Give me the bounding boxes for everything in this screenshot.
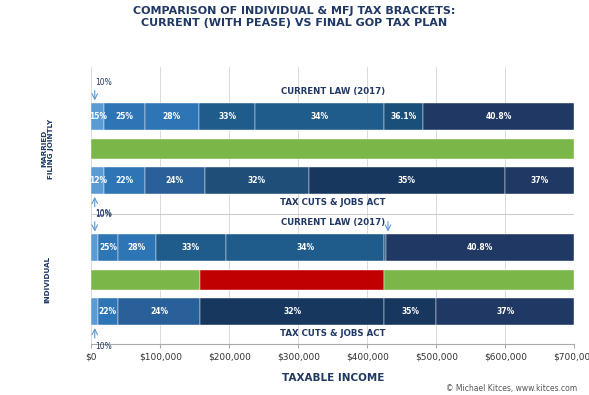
- Text: 33%: 33%: [182, 243, 200, 252]
- Text: 35%: 35%: [401, 307, 419, 316]
- Bar: [91, 167, 104, 194]
- Bar: [98, 235, 118, 261]
- Bar: [145, 167, 205, 194]
- Text: COMPARISON OF INDIVIDUAL & MFJ TAX BRACKETS:
CURRENT (WITH PEASE) VS FINAL GOP T: COMPARISON OF INDIVIDUAL & MFJ TAX BRACK…: [133, 6, 456, 28]
- Bar: [200, 298, 385, 325]
- Bar: [200, 270, 385, 290]
- Bar: [91, 235, 98, 261]
- Bar: [385, 270, 574, 290]
- Text: 36.1%: 36.1%: [391, 112, 416, 121]
- Text: 40.8%: 40.8%: [485, 112, 512, 121]
- Bar: [309, 167, 505, 194]
- Text: 25%: 25%: [115, 112, 134, 121]
- Text: 24%: 24%: [166, 176, 184, 185]
- Bar: [91, 270, 200, 290]
- Text: 10%: 10%: [95, 209, 111, 218]
- Text: 15%: 15%: [89, 112, 107, 121]
- Text: 37%: 37%: [496, 307, 514, 316]
- Text: 24%: 24%: [150, 307, 168, 316]
- Bar: [145, 103, 199, 130]
- Bar: [505, 167, 574, 194]
- Bar: [91, 139, 574, 159]
- Bar: [118, 235, 156, 261]
- Bar: [199, 103, 256, 130]
- Bar: [98, 298, 118, 325]
- Bar: [256, 103, 385, 130]
- Text: 33%: 33%: [218, 112, 236, 121]
- Text: 32%: 32%: [248, 176, 266, 185]
- Text: 32%: 32%: [283, 307, 302, 316]
- Bar: [422, 103, 574, 130]
- Text: 40.8%: 40.8%: [467, 243, 493, 252]
- Text: MARRIED
FILING JOINTLY: MARRIED FILING JOINTLY: [41, 118, 54, 179]
- Text: 10%: 10%: [95, 342, 111, 350]
- Text: 22%: 22%: [115, 176, 134, 185]
- Text: 25%: 25%: [99, 243, 117, 252]
- Bar: [385, 298, 436, 325]
- Text: TAX CUTS & JOBS ACT: TAX CUTS & JOBS ACT: [280, 198, 386, 207]
- Bar: [91, 298, 98, 325]
- Text: 10%: 10%: [95, 78, 111, 87]
- Bar: [91, 103, 104, 130]
- Text: TAX CUTS & JOBS ACT: TAX CUTS & JOBS ACT: [280, 329, 386, 338]
- Bar: [226, 235, 385, 261]
- Bar: [436, 298, 574, 325]
- Text: 10%: 10%: [95, 211, 111, 219]
- Text: CURRENT LAW (2017): CURRENT LAW (2017): [281, 218, 385, 228]
- Bar: [385, 103, 422, 130]
- Text: 34%: 34%: [311, 112, 329, 121]
- Text: 37%: 37%: [531, 176, 549, 185]
- Text: 35%: 35%: [398, 176, 416, 185]
- Text: INDIVIDUAL: INDIVIDUAL: [45, 256, 51, 303]
- X-axis label: TAXABLE INCOME: TAXABLE INCOME: [282, 373, 384, 383]
- Bar: [385, 235, 386, 261]
- Text: © Michael Kitces, www.kitces.com: © Michael Kitces, www.kitces.com: [446, 384, 577, 393]
- Bar: [156, 235, 226, 261]
- Bar: [104, 103, 145, 130]
- Text: 28%: 28%: [128, 243, 146, 252]
- Text: 34%: 34%: [296, 243, 315, 252]
- Text: CURRENT LAW (2017): CURRENT LAW (2017): [281, 87, 385, 96]
- Text: 22%: 22%: [99, 307, 117, 316]
- Bar: [104, 167, 145, 194]
- Bar: [205, 167, 309, 194]
- Text: 12%: 12%: [89, 176, 107, 185]
- Bar: [386, 235, 574, 261]
- Bar: [118, 298, 200, 325]
- Text: 28%: 28%: [163, 112, 181, 121]
